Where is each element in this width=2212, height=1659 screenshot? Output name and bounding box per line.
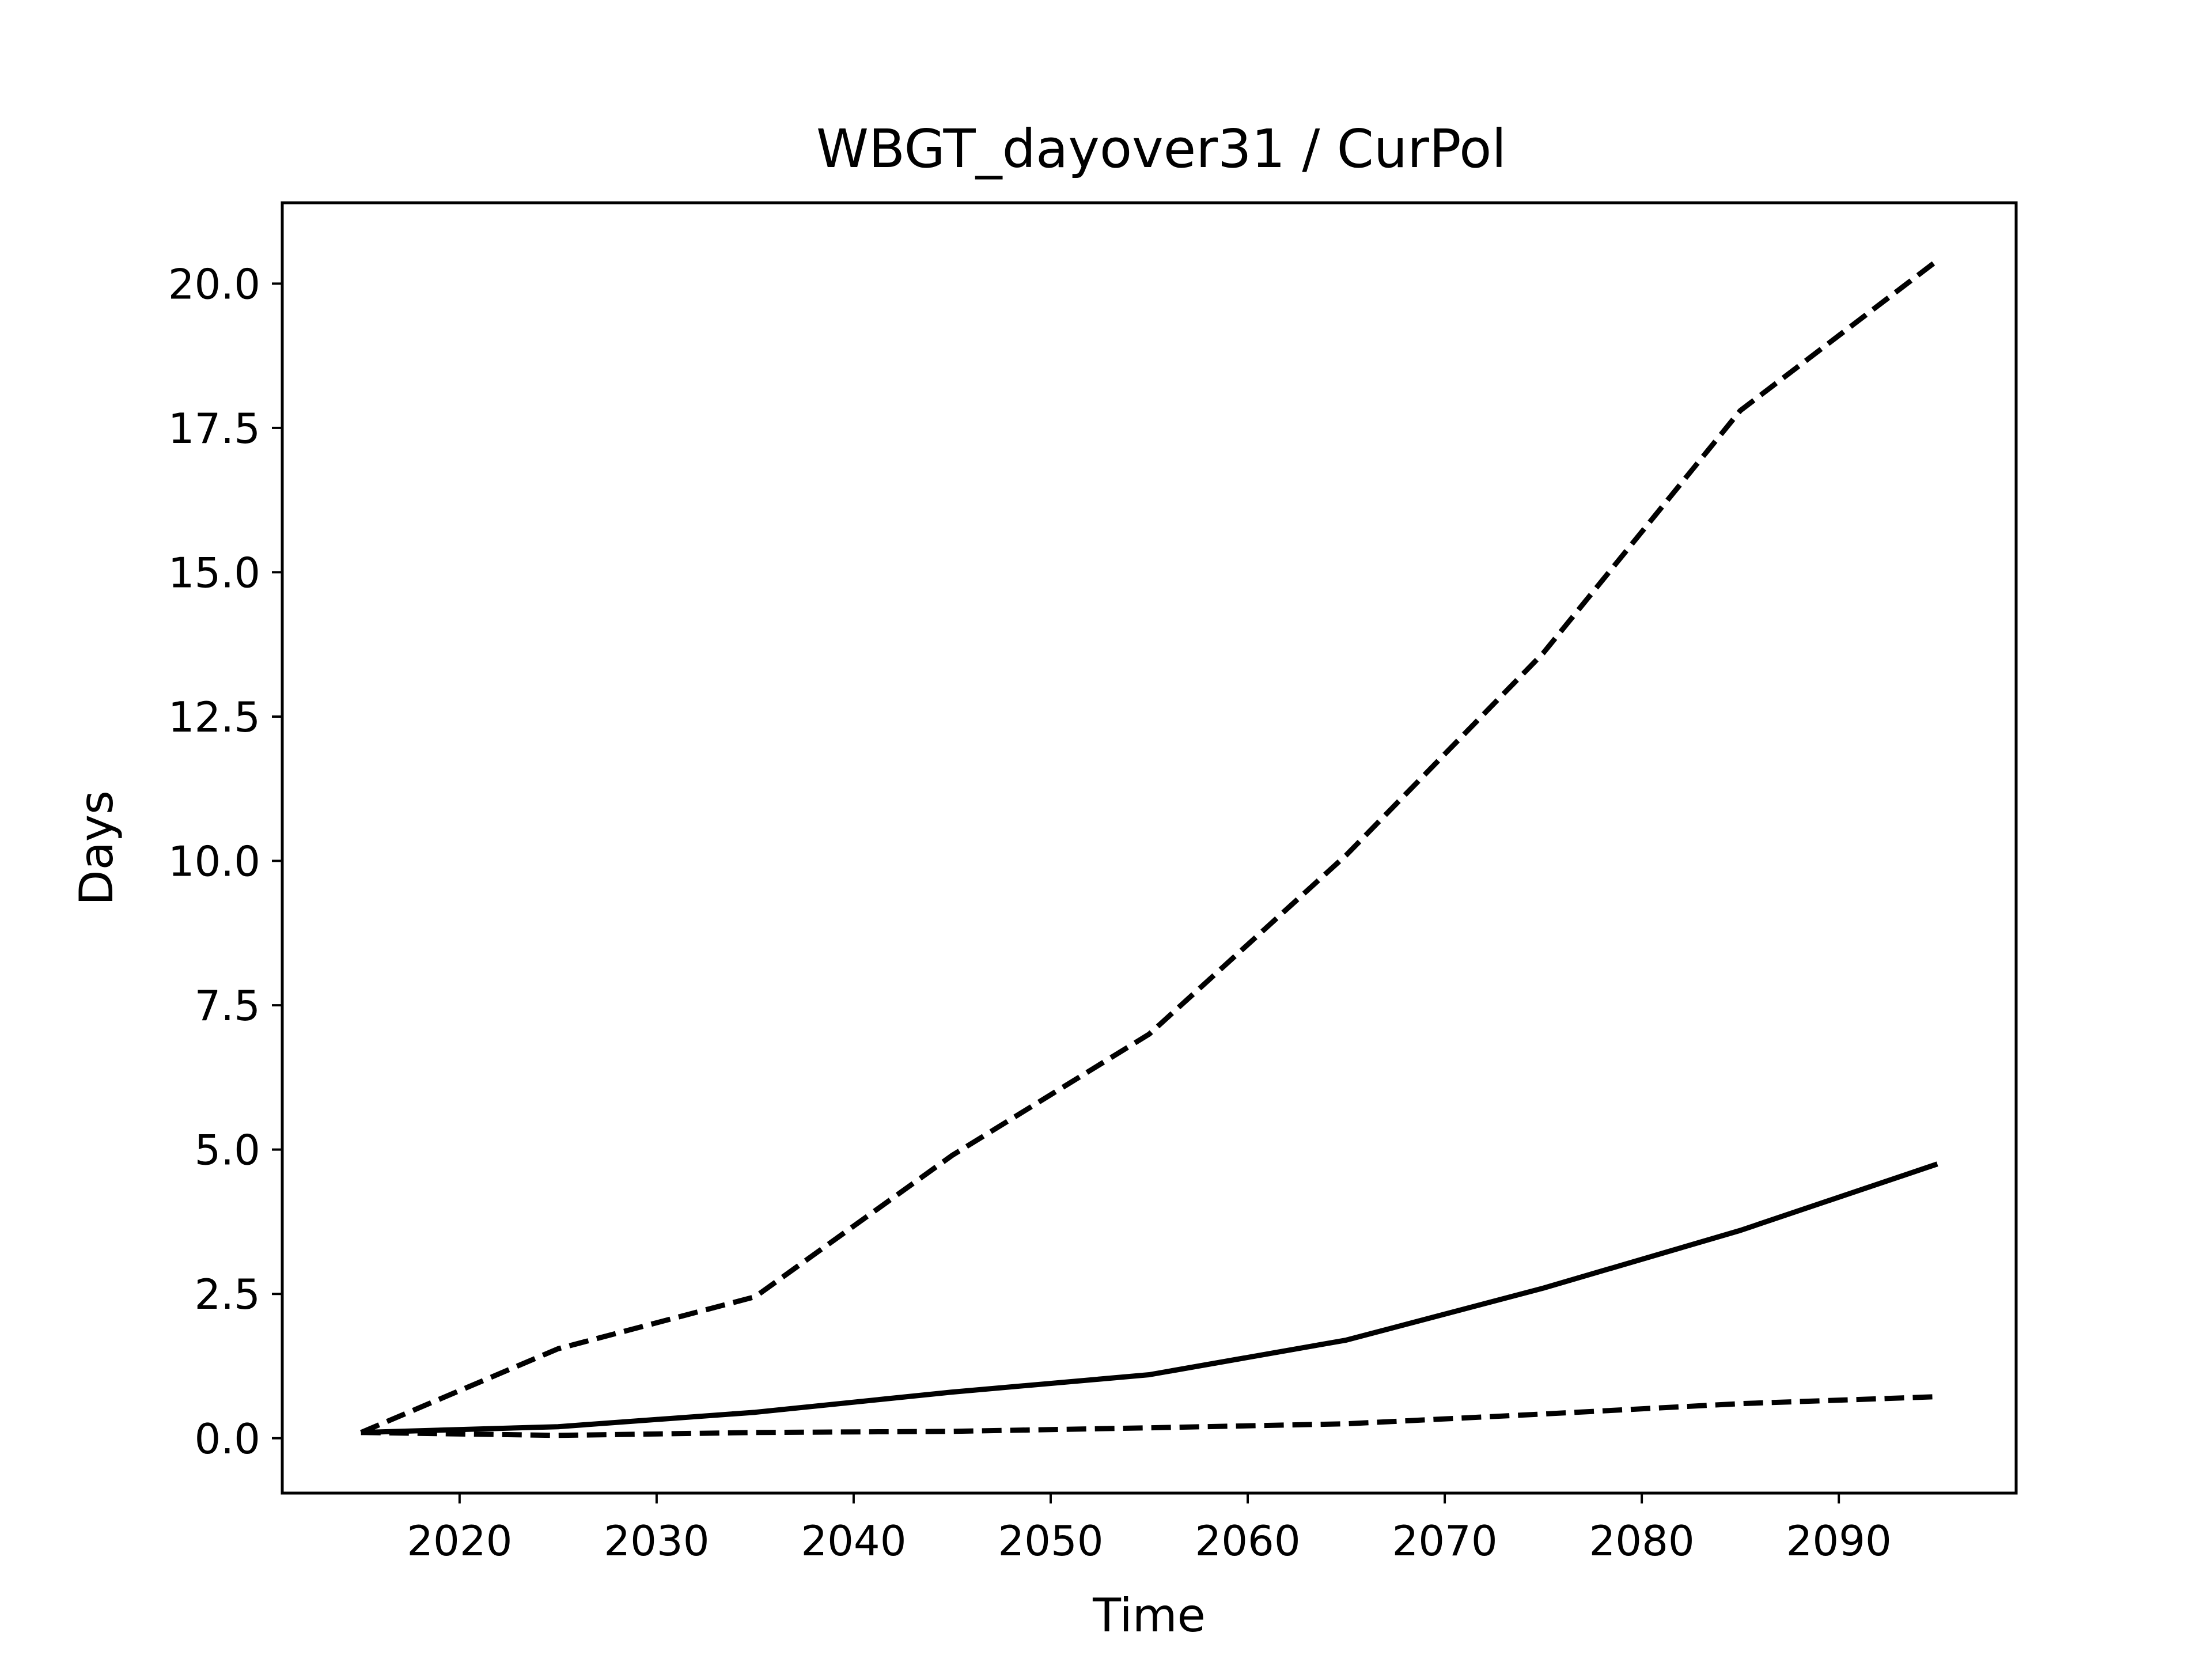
y-tick-label: 17.5: [168, 404, 260, 453]
y-tick-label: 5.0: [194, 1126, 260, 1175]
y-tick-label: 20.0: [168, 260, 260, 308]
x-tick-label: 2070: [1392, 1517, 1497, 1565]
y-tick-label: 7.5: [194, 982, 260, 1030]
series-line-2-solid: [361, 1161, 1938, 1435]
series-line-1-dashed: [360, 258, 1939, 1435]
y-tick-label: 0.0: [194, 1415, 260, 1463]
x-tick-label: 2050: [998, 1517, 1103, 1565]
series-layer: [360, 258, 1939, 1438]
x-tick-label: 2080: [1589, 1517, 1694, 1565]
x-tick-label: 2060: [1195, 1517, 1300, 1565]
y-axis-label: Days: [70, 790, 123, 906]
x-tick-label: 2090: [1786, 1517, 1892, 1565]
x-tick-label: 2030: [604, 1517, 709, 1565]
y-tick-label: 2.5: [194, 1270, 260, 1319]
x-tick-label: 2040: [801, 1517, 906, 1565]
plot-frame: [281, 201, 2018, 1495]
x-tick-label: 2020: [407, 1517, 512, 1565]
y-tick-label: 10.0: [168, 838, 260, 886]
y-tick-label: 12.5: [168, 693, 260, 741]
x-axis-label: Time: [1092, 1589, 1206, 1642]
chart-title: WBGT_dayover31 / CurPol: [816, 118, 1506, 180]
tick-layer: 2020 2030 2040 2050 2060 2070 2080 2090 0.0 2.5 5.…: [168, 260, 1892, 1565]
y-tick-label: 15.0: [168, 548, 260, 597]
series-line-3-dashed: [361, 1394, 1938, 1438]
